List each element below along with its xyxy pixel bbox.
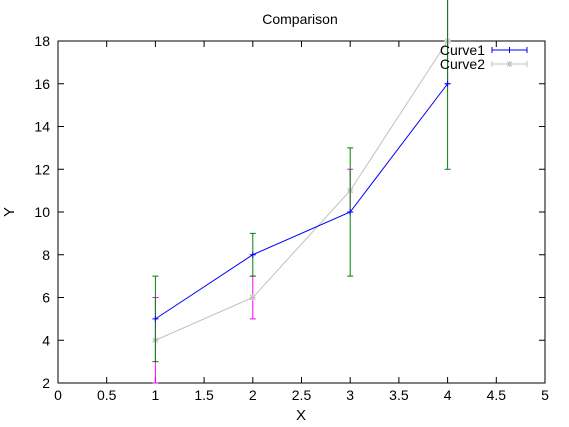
data-point	[152, 315, 159, 322]
series-curve1	[152, 0, 451, 363]
legend-item-curve1: Curve1	[440, 42, 528, 58]
series-line	[155, 40, 449, 341]
legend-item-curve2: Curve2	[440, 56, 528, 72]
y-tick-label: 2	[42, 375, 50, 391]
x-tick-label: 2.5	[292, 387, 312, 403]
data-point	[444, 80, 451, 87]
plot-frame	[57, 40, 546, 384]
series-line	[155, 83, 448, 320]
y-axis-label: Y	[1, 207, 18, 217]
legend-marker-d2	[506, 61, 513, 67]
x-tick-label: 3.5	[389, 387, 409, 403]
x-tick-label: 4	[444, 387, 452, 403]
x-tick-label: 0.5	[97, 387, 117, 403]
legend-label: Curve2	[440, 56, 485, 72]
y-tick-label: 18	[34, 33, 50, 49]
y-tick-label: 14	[34, 119, 50, 135]
y-tick-label: 6	[42, 290, 50, 306]
x-tick-label: 1.5	[194, 387, 214, 403]
x-tick-label: 5	[541, 387, 549, 403]
axis-ticks: 0 0.5 1 1.5 2 2.5 3 3.5 4 4.5 5 2 4 6 8 10 12 14 16 18	[34, 33, 549, 403]
data-point	[249, 251, 256, 258]
y-tick-label: 12	[34, 161, 50, 177]
x-tick-label: 4.5	[487, 387, 507, 403]
x-tick-label: 1	[152, 387, 160, 403]
y-tick-label: 16	[34, 76, 50, 92]
data-point	[249, 294, 256, 301]
x-tick-label: 0	[54, 387, 62, 403]
y-tick-label: 8	[42, 247, 50, 263]
x-axis-label: X	[296, 407, 306, 424]
x-tick-label: 3	[346, 387, 354, 403]
marker-d2	[249, 294, 256, 301]
data-point	[347, 209, 354, 215]
legend-label: Curve1	[440, 42, 485, 58]
y-tick-label: 4	[42, 332, 50, 348]
series-curve2	[152, 0, 451, 384]
chart-title: Comparison	[262, 11, 337, 27]
series-layer	[152, 0, 451, 384]
plot-border	[57, 40, 546, 384]
x-tick-label: 2	[249, 387, 257, 403]
y-tick-label: 10	[34, 204, 50, 220]
